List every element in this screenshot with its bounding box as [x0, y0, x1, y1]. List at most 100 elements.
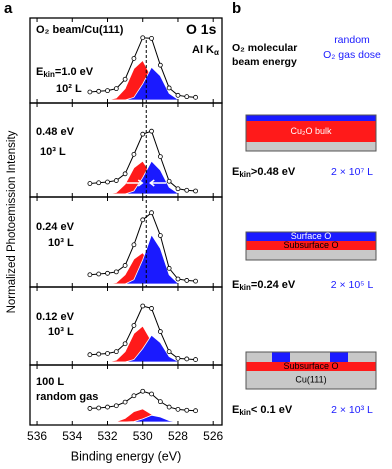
x-tick-label: 536: [27, 429, 47, 443]
data-point: [122, 76, 128, 82]
label-text: Al K: [192, 44, 214, 56]
data-point: [157, 62, 163, 68]
data-point: [113, 178, 119, 183]
schematic-shapes: [245, 114, 377, 390]
label-subscript: kin: [239, 283, 251, 292]
label: Ekin=1.0 eV: [36, 66, 94, 79]
data-point: [140, 388, 146, 394]
data-point: [131, 56, 137, 61]
header: beam energy: [232, 56, 297, 68]
data-point: [122, 171, 128, 177]
data-point: [184, 278, 190, 283]
data-point: [87, 181, 93, 186]
label: 10³ L: [40, 146, 66, 158]
data-point: [131, 151, 137, 157]
label-subscript: kin: [239, 170, 251, 179]
data-point: [149, 128, 154, 134]
data-point: [122, 341, 128, 347]
data-point: [193, 278, 198, 284]
layer: [246, 362, 376, 371]
layer-label: Surface O: [291, 231, 332, 241]
data-point: [131, 323, 137, 328]
header: O₂ gas dose: [323, 49, 381, 61]
data-point: [184, 187, 190, 193]
label: random gas: [36, 391, 98, 403]
layer-label: Cu(111): [295, 374, 326, 384]
outline: [245, 114, 377, 152]
label-subscript: α: [214, 48, 219, 57]
data-point: [193, 408, 198, 414]
data-point: [113, 269, 119, 275]
label: 10³ L: [48, 326, 74, 338]
layer-label: Cu₂O bulk: [290, 126, 332, 136]
layer: [246, 142, 376, 151]
dose-label: 2 × 10⁷ L: [331, 166, 373, 178]
layer: [246, 250, 376, 260]
label: 0.48 eV: [36, 126, 75, 138]
blue-component: [89, 66, 196, 101]
data-point: [96, 351, 102, 357]
label-subscript: kin: [239, 408, 251, 417]
data-point: [175, 406, 181, 412]
data-point: [193, 188, 198, 194]
data-point: [140, 131, 146, 137]
data-point: [113, 403, 119, 409]
layer: [246, 121, 376, 142]
data-point: [105, 351, 110, 356]
layer: [246, 352, 376, 362]
label-text: E: [36, 66, 43, 78]
data-point: [105, 88, 110, 94]
blue-component: [89, 334, 196, 363]
label-text: 0.24 eV: [36, 221, 75, 233]
data-point: [175, 186, 181, 192]
label: 100 L: [36, 376, 64, 388]
data-point: [131, 393, 137, 399]
data-point: [175, 355, 181, 361]
label-text: 10² L: [56, 83, 82, 95]
x-tick-label: 528: [168, 429, 188, 443]
data-point: [184, 356, 190, 362]
x-tick-label: 534: [62, 429, 82, 443]
data-point: [113, 349, 119, 355]
x-axis-label: Binding energy (eV): [71, 449, 181, 463]
dose-label: 2 × 10⁵ L: [331, 279, 374, 291]
label-text: < 0.1 eV: [251, 404, 293, 416]
x-tick-label: 526: [203, 429, 223, 443]
layer-label: Subsurface O: [283, 240, 338, 250]
data-point: [140, 35, 146, 41]
label-text: 10³ L: [48, 237, 74, 249]
label-text: E: [232, 279, 239, 291]
data-point: [166, 265, 172, 271]
data-point: [166, 349, 172, 355]
blue-component: [89, 160, 196, 195]
data-point: [193, 94, 198, 100]
data-point: [149, 391, 154, 397]
layer: [246, 115, 376, 121]
panel-frame: [29, 364, 223, 426]
data-point: [175, 276, 181, 282]
label-text: O 1s: [186, 21, 217, 37]
arrow: [126, 179, 144, 187]
label-text: =1.0 eV: [55, 66, 94, 78]
label: Ekin=0.24 eV: [232, 279, 296, 292]
label-text: 10³ L: [48, 326, 74, 338]
label-text: 0.12 eV: [36, 311, 75, 323]
data-point: [105, 179, 110, 185]
data-point: [157, 154, 163, 160]
x-tick-label: 530: [133, 429, 153, 443]
data-point: [184, 94, 190, 100]
island: [272, 352, 290, 362]
data-point: [122, 399, 128, 405]
label: Al Kα: [192, 44, 219, 57]
label-text: 10³ L: [40, 146, 66, 158]
y-axis-label: Normalized Photoemission Intensity: [6, 130, 18, 313]
label-text: E: [232, 166, 239, 178]
data-point: [87, 406, 93, 411]
data-point: [149, 210, 154, 216]
label-text: =0.24 eV: [251, 279, 296, 291]
label-text: random gas: [36, 391, 98, 403]
label: 0.12 eV: [36, 311, 75, 323]
layer: [246, 232, 376, 241]
label-subscript: kin: [43, 70, 55, 79]
data-point: [87, 89, 93, 95]
